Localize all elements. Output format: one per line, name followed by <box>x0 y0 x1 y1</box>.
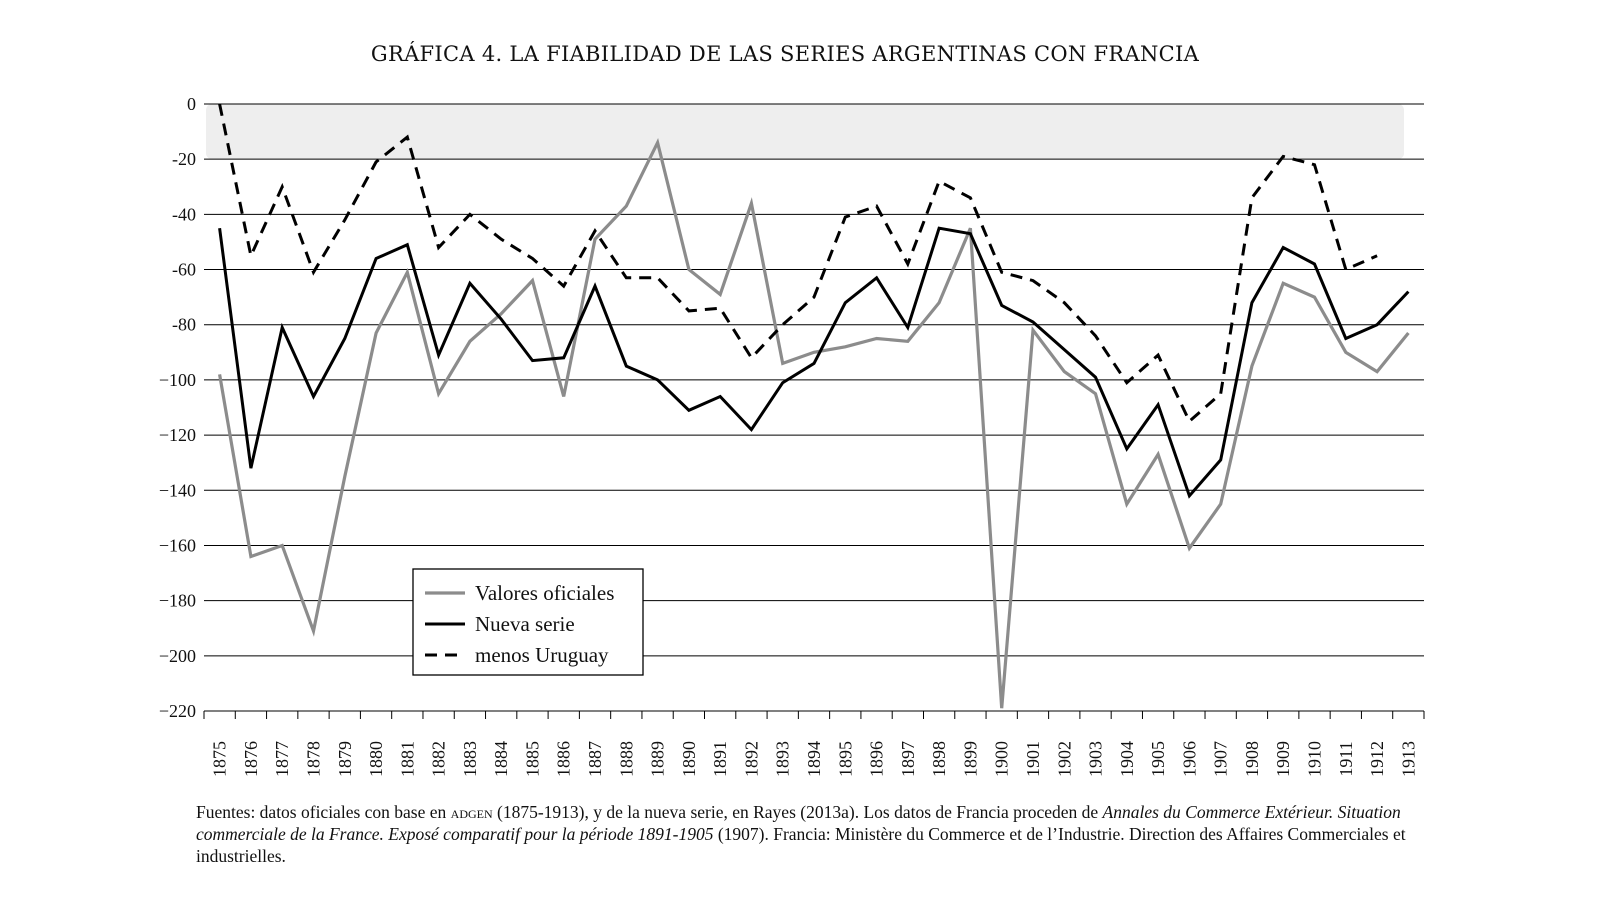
chart-caption: Fuentes: datos oficiales con base en adg… <box>196 801 1456 867</box>
x-tick-label: 1888 <box>616 741 636 777</box>
x-tick-label: 1905 <box>1148 741 1168 777</box>
y-tick-label: -40 <box>172 204 196 224</box>
x-tick-label: 1876 <box>241 741 261 777</box>
x-tick-label: 1890 <box>679 741 699 777</box>
x-tick-label: 1878 <box>303 741 323 777</box>
series-nueva-serie <box>218 226 1410 499</box>
caption-part-3: (1875-1913), y de la nueva serie, en Ray… <box>492 802 1103 822</box>
x-tick-label: 1877 <box>272 741 292 777</box>
x-tick-label: 1893 <box>773 741 793 777</box>
y-tick-label: −140 <box>159 480 196 500</box>
x-tick-label: 1903 <box>1086 741 1106 777</box>
x-tick-label: 1898 <box>929 741 949 777</box>
x-tick-label: 1895 <box>835 741 855 777</box>
caption-part-2: adgen <box>450 802 493 822</box>
legend-label: Valores oficiales <box>475 581 614 605</box>
x-tick-label: 1881 <box>397 741 417 777</box>
x-tick-label: 1909 <box>1273 741 1293 777</box>
x-tick-label: 1889 <box>648 741 668 777</box>
series-menos-uruguay <box>218 103 1378 424</box>
chart-title: GRÁFICA 4. LA FIABILIDAD DE LAS SERIES A… <box>370 42 1200 66</box>
x-tick-label: 1891 <box>710 741 730 777</box>
x-tick-label: 1913 <box>1398 741 1418 777</box>
x-tick-label: 1886 <box>554 741 574 777</box>
y-tick-label: 0 <box>187 94 196 114</box>
y-tick-label: −120 <box>159 425 196 445</box>
x-tick-label: 1896 <box>867 741 887 777</box>
x-tick-label: 1882 <box>429 741 449 777</box>
x-tick-label: 1908 <box>1242 741 1262 777</box>
x-tick-label: 1880 <box>366 741 386 777</box>
legend-label: Nueva serie <box>475 612 575 636</box>
x-tick-label: 1887 <box>585 741 605 777</box>
caption-part-1: Fuentes: datos oficiales con base en <box>196 802 451 822</box>
x-tick-label: 1897 <box>898 741 918 777</box>
x-tick-label: 1879 <box>335 741 355 777</box>
y-tick-label: −160 <box>159 535 196 555</box>
y-tick-label: −180 <box>159 591 196 611</box>
y-tick-label: -80 <box>172 315 196 335</box>
x-tick-label: 1901 <box>1023 741 1043 777</box>
x-tick-label: 1884 <box>491 741 511 777</box>
x-tick-label: 1912 <box>1367 741 1387 777</box>
caption-part-5: (1907). Francia: Ministère du Commerce e… <box>196 824 1406 866</box>
x-tick-label: 1892 <box>741 741 761 777</box>
y-tick-label: −220 <box>159 701 196 721</box>
x-tick-label: 1902 <box>1054 741 1074 777</box>
y-tick-label: -20 <box>172 149 196 169</box>
x-tick-label: 1911 <box>1336 741 1356 776</box>
caption-part-4: Annales du Commerce Extérieur. Situation… <box>196 802 1401 844</box>
y-tick-label: -60 <box>172 260 196 280</box>
y-tick-label: −100 <box>159 370 196 390</box>
x-tick-label: 1910 <box>1305 741 1325 777</box>
legend-box <box>412 568 644 676</box>
x-tick-label: 1900 <box>992 741 1012 777</box>
x-tick-label: 1906 <box>1179 741 1199 777</box>
x-tick-label: 1899 <box>960 741 980 777</box>
y-tick-label: −200 <box>159 646 196 666</box>
shaded-band <box>206 104 1404 160</box>
x-tick-label: 1904 <box>1117 741 1137 777</box>
x-tick-label: 1907 <box>1211 741 1231 777</box>
x-tick-label: 1875 <box>210 741 230 777</box>
x-tick-label: 1883 <box>460 741 480 777</box>
series-valores-oficiales <box>218 137 1410 709</box>
x-tick-label: 1885 <box>522 741 542 777</box>
x-tick-label: 1894 <box>804 741 824 777</box>
legend-label: menos Uruguay <box>475 643 609 667</box>
